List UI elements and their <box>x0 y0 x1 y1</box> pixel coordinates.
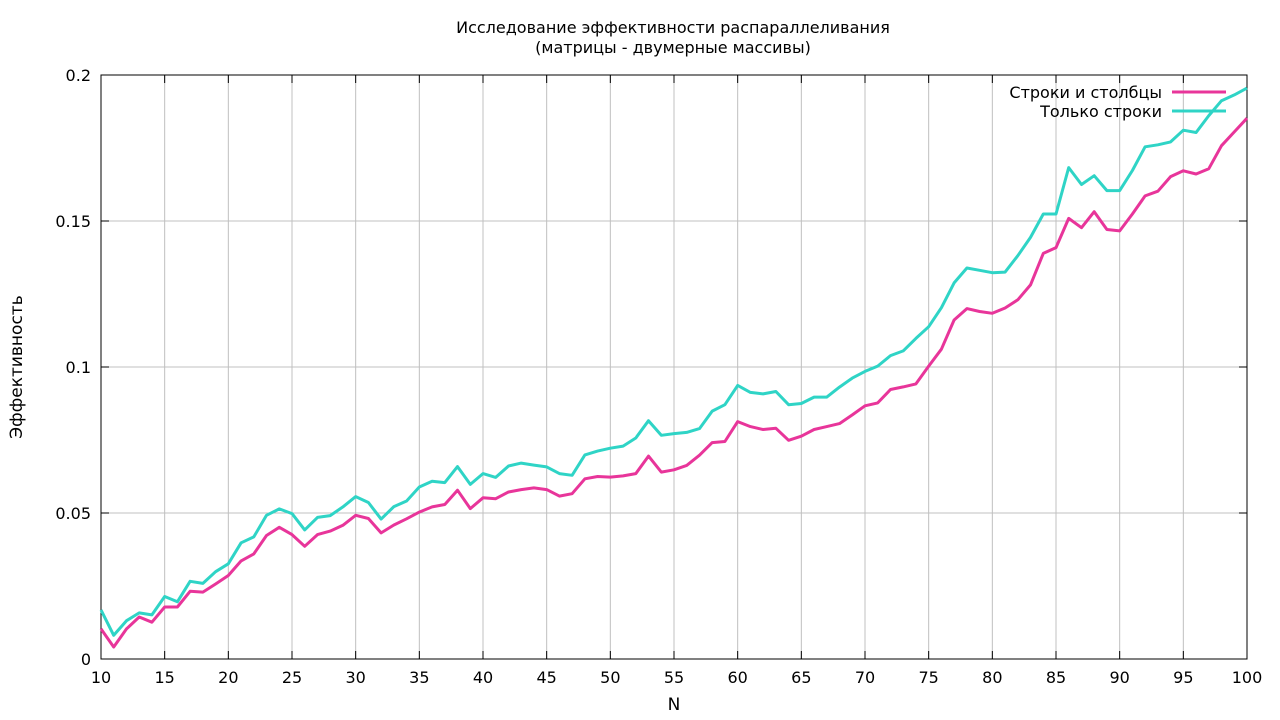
legend-label-rows-only: Только строки <box>1039 102 1162 121</box>
x-tick-label: 95 <box>1173 668 1193 687</box>
x-tick-label: 10 <box>91 668 111 687</box>
x-tick-label: 30 <box>345 668 365 687</box>
x-tick-label: 25 <box>282 668 302 687</box>
x-tick-label: 55 <box>664 668 684 687</box>
legend: Строки и столбцы Только строки <box>1009 83 1226 121</box>
chart-subtitle: (матрицы - двумерные массивы) <box>535 38 811 57</box>
x-tick-label: 60 <box>727 668 747 687</box>
x-tick-label: 85 <box>1046 668 1066 687</box>
x-tick-label: 45 <box>536 668 556 687</box>
series-line-rows-only <box>99 86 1248 637</box>
x-tick-label: 75 <box>918 668 938 687</box>
y-tick-label: 0.05 <box>55 504 91 523</box>
x-tick-label: 90 <box>1109 668 1129 687</box>
x-tick-label: 100 <box>1232 668 1263 687</box>
y-tick-label: 0.15 <box>55 212 91 231</box>
x-tick-label: 50 <box>600 668 620 687</box>
x-tick-label: 40 <box>473 668 493 687</box>
grid <box>101 75 1247 659</box>
x-tick-label: 80 <box>982 668 1002 687</box>
x-tick-label: 35 <box>409 668 429 687</box>
chart-title: Исследование эффективности распараллелив… <box>456 18 890 37</box>
x-tick-label: 15 <box>154 668 174 687</box>
x-axis-label: N <box>668 695 681 715</box>
x-tick-label: 20 <box>218 668 238 687</box>
y-tick-label: 0 <box>81 650 91 669</box>
y-tick-label: 0.1 <box>66 358 91 377</box>
x-tick-label: 70 <box>855 668 875 687</box>
series-layer <box>99 86 1249 649</box>
legend-label-rows-cols: Строки и столбцы <box>1009 83 1162 102</box>
x-tick-label: 65 <box>791 668 811 687</box>
y-axis-label: Эффективность <box>7 295 27 438</box>
y-tick-label: 0.2 <box>66 66 91 85</box>
series-line-rows-cols <box>99 117 1249 649</box>
axis-ticks: 10 15 20 25 30 35 40 45 50 55 60 65 70 75 80 85 90 95 100 0… <box>55 66 1262 687</box>
